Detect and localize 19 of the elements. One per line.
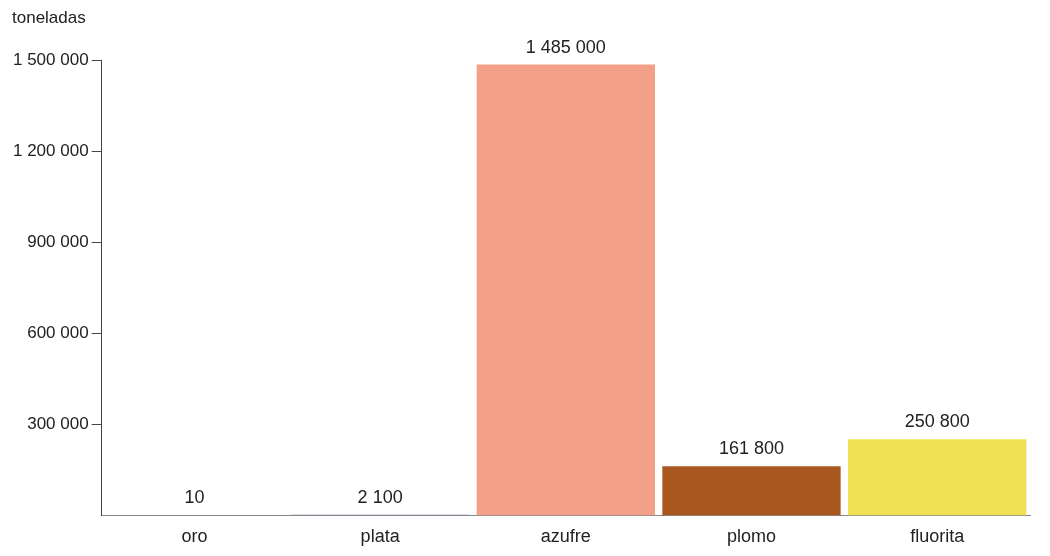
bar [848,439,1027,516]
x-tick-label: fluorita [910,526,966,547]
x-tick-label: azufre [540,526,591,547]
y-tick-label: 600 000 [27,322,89,342]
data-label: 250 800 [904,411,970,432]
data-label: 2 100 [357,486,403,507]
data-label: 10 [184,487,205,508]
y-tick-label: 900 000 [27,231,89,251]
data-label: 161 800 [718,438,785,459]
x-tick-label: plomo [726,526,776,547]
bar [662,466,841,516]
y-tick-label: 1 500 000 [12,49,89,69]
x-tick-label: oro [181,526,208,547]
data-label: 1 485 000 [525,36,606,57]
y-tick-label: 1 200 000 [12,140,89,160]
y-tick-label: 300 000 [27,414,89,434]
x-tick-label: plata [360,526,401,547]
y-axis-title: toneladas [12,8,86,28]
bar [476,64,655,516]
